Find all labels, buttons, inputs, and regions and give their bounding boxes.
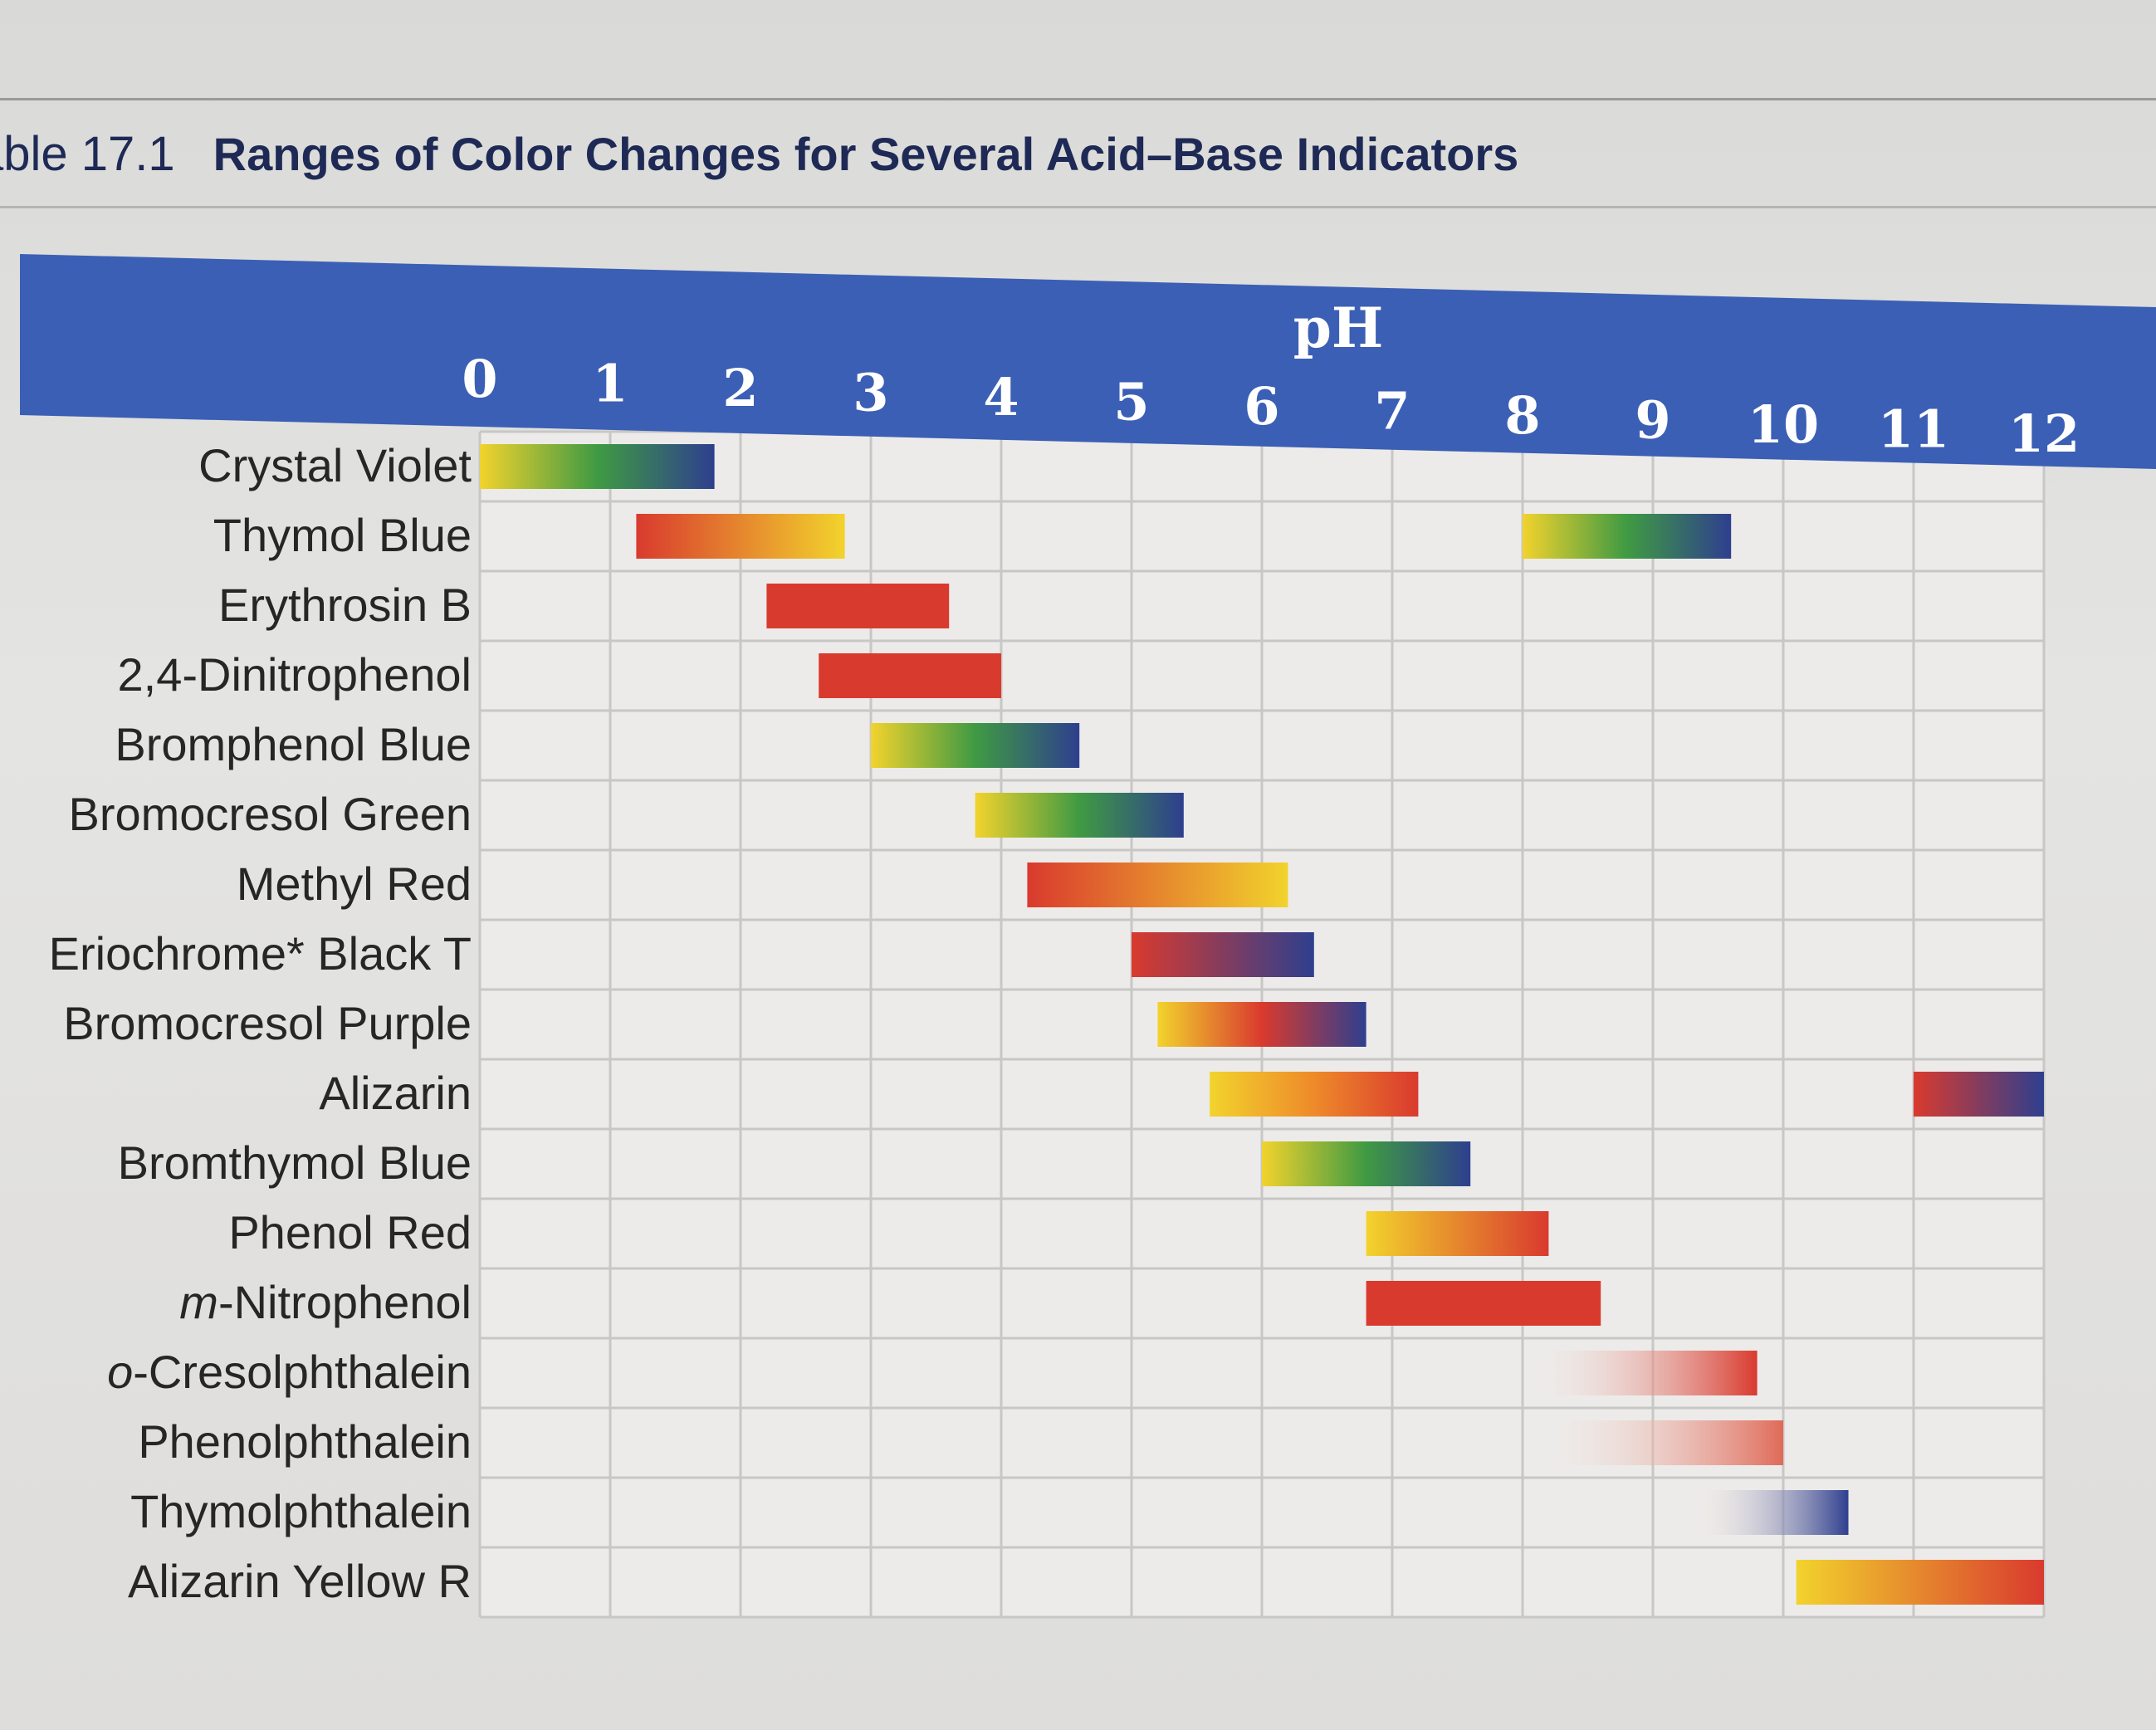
indicator-range-bar: [1262, 1141, 1471, 1186]
ph-tick-label: 7: [1374, 381, 1410, 442]
indicator-range-bar: [1366, 1211, 1549, 1256]
ph-tick-label: 8: [1504, 385, 1540, 446]
indicator-range-bar: [975, 793, 1184, 838]
indicator-label: Crystal Violet: [198, 439, 472, 491]
indicator-range-bar: [819, 653, 1001, 698]
top-rule: [0, 98, 2156, 100]
ph-tick-label: 10: [1748, 394, 1819, 455]
indicator-label: Bromocresol Green: [68, 788, 472, 840]
indicator-bars: [480, 444, 2044, 1605]
indicator-range-bar: [871, 723, 1080, 768]
indicator-range-bar: [1210, 1072, 1419, 1117]
ph-header-band: [20, 254, 2156, 469]
ph-tick-labels: 0 1 2 3 4 5 6 7 8 9 10 11 12: [462, 349, 2080, 464]
indicator-label: Alizarin: [319, 1067, 472, 1119]
indicator-range-bar: [766, 584, 950, 628]
indicator-range-bar: [480, 444, 715, 489]
indicator-range-bar: [1704, 1490, 1849, 1535]
indicator-label: Thymolphthalein: [130, 1485, 472, 1537]
ph-tick-label: 0: [462, 349, 497, 409]
ph-tick-label: 6: [1244, 376, 1279, 437]
ph-tick-label: 9: [1635, 390, 1670, 451]
ph-tick-label: 1: [592, 354, 628, 414]
title-rule: [0, 206, 2156, 208]
indicator-label: Methyl Red: [237, 858, 472, 910]
table-number: able 17.1: [0, 126, 175, 181]
indicator-labels: Crystal Violet Thymol Blue Erythrosin B 2,4…: [49, 439, 472, 1607]
indicator-label: Bromphenol Blue: [115, 718, 472, 770]
indicator-range-bar: [636, 514, 845, 559]
indicator-range-bar: [1157, 1002, 1366, 1047]
indicator-label: Thymol Blue: [213, 509, 472, 561]
ph-tick-label: 5: [1113, 372, 1149, 432]
ph-tick-label: 4: [983, 367, 1019, 428]
indicator-range-bar: [1796, 1560, 2044, 1605]
indicator-range-bar: [1027, 863, 1288, 907]
ph-tick-label: 12: [2008, 403, 2080, 464]
indicator-label: Alizarin Yellow R: [128, 1555, 472, 1607]
indicator-label: Erythrosin B: [218, 579, 472, 631]
ph-axis-label: pH: [1293, 296, 1384, 360]
ph-tick-label: 11: [1878, 399, 1949, 460]
indicator-label: 2,4-Dinitrophenol: [118, 648, 472, 701]
indicator-label: m-Nitrophenol: [179, 1276, 472, 1328]
indicator-range-bar: [1548, 1351, 1758, 1395]
indicator-range-bar: [1132, 932, 1314, 977]
table-title: Ranges of Color Changes for Several Acid…: [213, 127, 1519, 180]
indicator-label: Phenolphthalein: [138, 1415, 472, 1468]
indicator-label: Bromthymol Blue: [118, 1136, 472, 1189]
ph-tick-label: 3: [853, 363, 888, 423]
indicator-label: Bromocresol Purple: [63, 997, 472, 1049]
indicator-range-bar: [1366, 1281, 1601, 1326]
indicator-label: Phenol Red: [228, 1206, 472, 1258]
indicator-label: o-Cresolphthalein: [107, 1346, 472, 1398]
ph-tick-label: 2: [722, 358, 758, 418]
table-title-row: able 17.1 Ranges of Color Changes for Se…: [0, 116, 1518, 191]
indicator-label: Eriochrome* Black T: [49, 927, 472, 980]
indicator-range-bar: [1562, 1420, 1783, 1465]
indicator-range-bar: [1523, 514, 1732, 559]
indicator-range-bar: [1914, 1072, 2044, 1117]
